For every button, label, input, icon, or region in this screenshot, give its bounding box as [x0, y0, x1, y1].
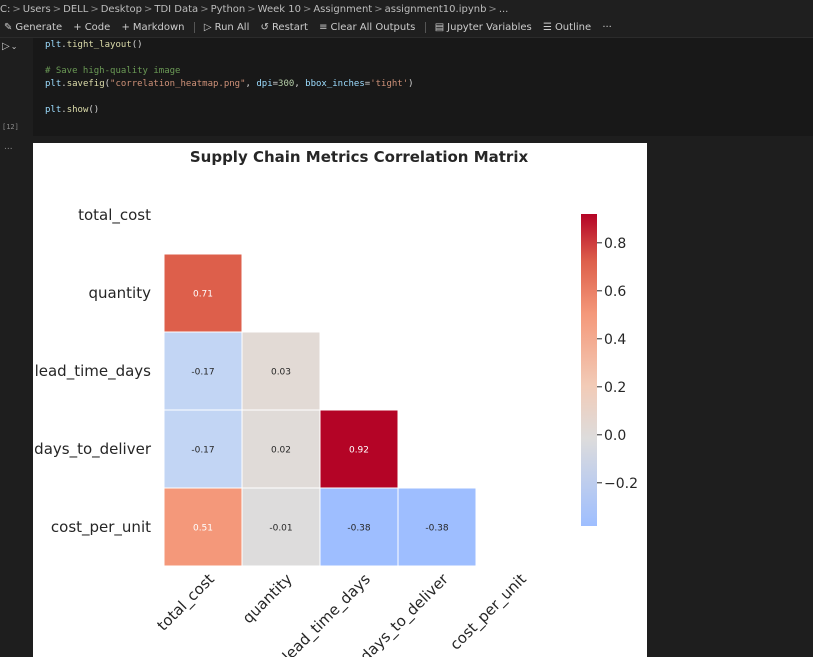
- breadcrumb-separator: >: [52, 4, 62, 15]
- y-tick-label: days_to_deliver: [34, 440, 152, 459]
- colorbar-tick-label: 0.2: [604, 380, 626, 396]
- breadcrumb-separator: >: [488, 4, 497, 15]
- cell-value-label: -0.17: [191, 446, 214, 456]
- colorbar-tick-label: 0.8: [604, 236, 626, 252]
- heatmap-cell: [163, 487, 243, 567]
- cell-value-label: 0.02: [271, 446, 291, 456]
- toolbar-divider: [193, 21, 195, 33]
- chart-title: Supply Chain Metrics Correlation Matrix: [189, 148, 529, 166]
- code-editor[interactable]: plt.tight_layout() # Save high-quality i…: [33, 38, 813, 136]
- breadcrumb-item[interactable]: assignment10.ipynb: [384, 4, 487, 15]
- plus-icon: +: [121, 22, 130, 33]
- colorbar-tick-label: 0.6: [604, 284, 626, 300]
- clear-outputs-button[interactable]: ≡ Clear All Outputs: [315, 19, 419, 37]
- code-line: plt.tight_layout(): [45, 40, 143, 50]
- cell-value-label: -0.17: [191, 368, 214, 378]
- cell-value-label: -0.01: [269, 524, 292, 534]
- variables-icon: ▤: [434, 22, 445, 33]
- outline-button[interactable]: ☰ Outline: [539, 19, 595, 37]
- generate-button[interactable]: ✎ Generate: [0, 19, 66, 37]
- breadcrumb-separator: >: [200, 4, 209, 15]
- breadcrumb-separator: >: [90, 4, 99, 15]
- heatmap-cell: [163, 253, 243, 333]
- heatmap-cell: [241, 409, 321, 489]
- execution-count: [12]: [2, 123, 19, 131]
- breadcrumb-item[interactable]: Assignment: [313, 4, 373, 15]
- breadcrumb-item[interactable]: Users: [22, 4, 51, 15]
- restart-label: Restart: [271, 22, 308, 33]
- heatmap-cell: [319, 487, 399, 567]
- breadcrumb-separator: >: [12, 4, 21, 15]
- cell-value-label: 0.92: [349, 446, 369, 456]
- heatmap-cell: [397, 487, 477, 567]
- code-line: # Save high-quality image: [45, 66, 181, 76]
- breadcrumb: C: > Users > DELL > Desktop > TDI Data > Python > We…: [0, 0, 813, 19]
- breadcrumb-separator: >: [247, 4, 256, 15]
- correlation-heatmap: 0.71 -0.17 0.03 -0.17 0.02 0.92 0.51 -0.01 -0.38…: [34, 206, 638, 657]
- restart-button[interactable]: ↺ Restart: [257, 19, 312, 37]
- breadcrumb-separator: >: [374, 4, 383, 15]
- play-icon: ▷: [2, 41, 10, 52]
- generate-label: Generate: [15, 22, 63, 33]
- cell-value-label: -0.38: [347, 524, 371, 534]
- chevron-down-icon[interactable]: ⌄: [10, 42, 18, 51]
- heatmap-figure: Supply Chain Metrics Correlation Matrix …: [33, 143, 647, 657]
- variables-label: Jupyter Variables: [447, 22, 532, 33]
- colorbar: [581, 214, 597, 526]
- breadcrumb-item[interactable]: C:: [0, 4, 11, 15]
- breadcrumb-item[interactable]: ...: [498, 4, 509, 15]
- y-tick-label: total_cost: [78, 206, 151, 225]
- colorbar-tick-label: −0.2: [604, 476, 638, 492]
- sparkle-icon: ✎: [4, 22, 13, 33]
- breadcrumb-item[interactable]: TDI Data: [154, 4, 199, 15]
- heatmap-cell: [241, 331, 321, 411]
- outline-label: Outline: [554, 22, 592, 33]
- clear-outputs-label: Clear All Outputs: [330, 22, 416, 33]
- breadcrumb-item[interactable]: Desktop: [100, 4, 142, 15]
- run-all-button[interactable]: ▷ Run All: [200, 19, 253, 37]
- x-tick-label: total_cost: [154, 570, 219, 635]
- colorbar-tick-label: 0.0: [604, 428, 626, 444]
- y-tick-label: cost_per_unit: [51, 518, 151, 537]
- y-tick-label: quantity: [88, 284, 151, 302]
- breadcrumb-separator: >: [143, 4, 153, 15]
- code-line: plt.show(): [45, 105, 100, 115]
- x-tick-label: cost_per_unit: [446, 570, 530, 654]
- x-tick-label: quantity: [239, 570, 296, 627]
- restart-icon: ↺: [260, 22, 269, 33]
- add-markdown-button[interactable]: + Markdown: [117, 19, 188, 37]
- notebook-toolbar: ✎ Generate + Code + Markdown ▷ Run All ↺ Rest…: [0, 19, 813, 38]
- y-tick-label: lead_time_days: [35, 362, 152, 381]
- heatmap-cell: [241, 487, 321, 567]
- cell-value-label: 0.03: [271, 368, 291, 378]
- toolbar-divider: [424, 21, 426, 33]
- breadcrumb-item[interactable]: Week 10: [257, 4, 301, 15]
- more-actions-button[interactable]: ···: [602, 22, 612, 33]
- output-marker[interactable]: ...: [4, 142, 13, 152]
- breadcrumb-item[interactable]: DELL: [63, 4, 89, 15]
- jupyter-variables-button[interactable]: ▤ Jupyter Variables: [431, 19, 536, 37]
- cell-value-label: -0.38: [425, 524, 449, 534]
- clear-all-icon: ≡: [319, 22, 328, 33]
- colorbar-tick-label: 0.4: [604, 332, 626, 348]
- code-cell: ▷⌄ [12] plt.tight_layout() # Save high-q…: [0, 38, 813, 136]
- outline-icon: ☰: [542, 22, 552, 33]
- markdown-label: Markdown: [132, 22, 185, 33]
- run-cell-button[interactable]: ▷⌄: [2, 41, 17, 52]
- heatmap-cell: [319, 409, 399, 489]
- breadcrumb-item[interactable]: Python: [210, 4, 246, 15]
- run-all-icon: ▷: [203, 22, 212, 33]
- cell-value-label: 0.51: [193, 524, 213, 534]
- code-line: plt.savefig("correlation_heatmap.png", d…: [45, 79, 414, 89]
- breadcrumb-separator: >: [302, 4, 312, 15]
- cell-value-label: 0.71: [193, 290, 213, 300]
- add-code-button[interactable]: + Code: [69, 19, 114, 37]
- code-label: Code: [84, 22, 111, 33]
- run-all-label: Run All: [214, 22, 250, 33]
- plus-icon: +: [73, 22, 82, 33]
